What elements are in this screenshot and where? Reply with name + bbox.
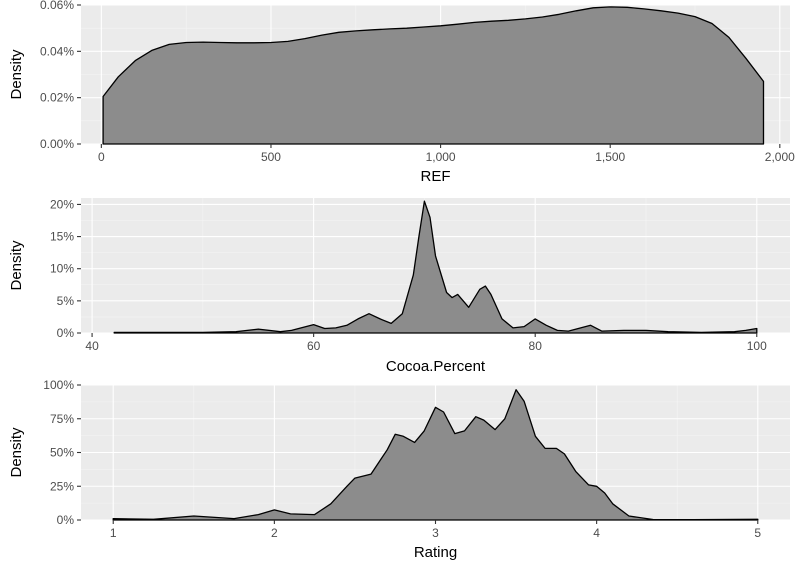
x-tick-label: 5 bbox=[754, 526, 761, 540]
y-tick-label: 25% bbox=[50, 479, 74, 493]
y-tick-label: 0.06% bbox=[40, 0, 74, 12]
y-tick-label: 20% bbox=[50, 197, 74, 211]
x-tick-label: 1 bbox=[110, 526, 117, 540]
x-tick-label: 1,500 bbox=[595, 150, 625, 164]
y-tick-label: 0% bbox=[57, 326, 75, 340]
y-axis-title: Density bbox=[8, 49, 25, 100]
x-tick-label: 2,000 bbox=[765, 150, 795, 164]
density-area-ref bbox=[102, 6, 765, 145]
y-tick-label: 75% bbox=[50, 412, 74, 426]
x-tick-label: 80 bbox=[529, 339, 543, 353]
y-tick-label: 0.00% bbox=[40, 137, 74, 151]
y-tick-label: 10% bbox=[50, 262, 74, 276]
y-tick-label: 5% bbox=[57, 294, 75, 308]
x-axis-title: Rating bbox=[414, 544, 457, 561]
x-axis-title: REF bbox=[421, 168, 451, 185]
y-axis-title: Density bbox=[8, 427, 25, 478]
y-tick-label: 0.04% bbox=[40, 44, 74, 58]
x-tick-label: 4 bbox=[593, 526, 600, 540]
x-tick-label: 500 bbox=[261, 150, 281, 164]
x-tick-label: 40 bbox=[85, 339, 99, 353]
y-tick-label: 50% bbox=[50, 446, 74, 460]
y-tick-label: 15% bbox=[50, 230, 74, 244]
y-tick-label: 0.02% bbox=[40, 91, 74, 105]
facet-ref: 0 500 1,000 1,500 2,000 0.00% 0.02% 0.04% 0.06% R… bbox=[8, 0, 795, 185]
density-area-cocoa-percent bbox=[113, 200, 758, 334]
x-tick-label: 60 bbox=[307, 339, 321, 353]
y-axis-title: Density bbox=[8, 240, 25, 291]
x-tick-label: 0 bbox=[98, 150, 105, 164]
x-tick-label: 1,000 bbox=[426, 150, 456, 164]
x-tick-label: 3 bbox=[432, 526, 439, 540]
x-tick-label: 2 bbox=[271, 526, 278, 540]
y-tick-label: 100% bbox=[43, 378, 74, 392]
y-tick-label: 0% bbox=[57, 513, 75, 527]
x-tick-label: 100 bbox=[747, 339, 767, 353]
facet-cocoa-percent: 40 60 80 100 0% 5% 10% 15% 20% Cocoa.Percent Densi… bbox=[8, 197, 790, 375]
x-axis-title: Cocoa.Percent bbox=[386, 358, 486, 375]
density-area-rating bbox=[112, 389, 759, 521]
